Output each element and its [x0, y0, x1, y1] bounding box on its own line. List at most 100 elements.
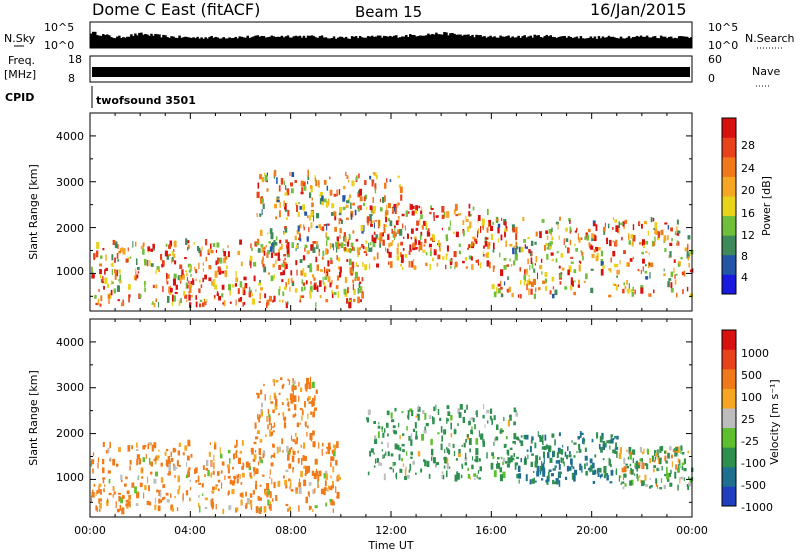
- heatmap-cell: [107, 470, 111, 474]
- nsky-sample: [284, 36, 288, 48]
- heatmap-cell: [534, 480, 537, 483]
- nsky-sample: [577, 38, 581, 48]
- heatmap-cell: [286, 188, 290, 196]
- heatmap-cell: [520, 435, 523, 438]
- nsky-sample: [336, 37, 340, 48]
- heatmap-cell: [363, 196, 366, 202]
- power-panel: Slant Range [km] 4000 3000 2000 1000: [27, 112, 694, 312]
- heatmap-cell: [180, 297, 182, 304]
- heatmap-cell: [684, 247, 688, 252]
- heatmap-cell: [239, 450, 243, 454]
- nsky-sample: [256, 35, 260, 48]
- heatmap-cell: [336, 275, 340, 281]
- heatmap-cell: [304, 400, 306, 408]
- heatmap-cell: [649, 458, 652, 464]
- nsky-sample: [591, 38, 595, 48]
- heatmap-cell: [380, 462, 383, 467]
- heatmap-cell: [416, 220, 419, 226]
- heatmap-cell: [316, 285, 319, 293]
- heatmap-cell: [500, 234, 503, 241]
- heatmap-cell: [670, 282, 673, 289]
- heatmap-cell: [423, 429, 427, 434]
- heatmap-cell: [102, 248, 105, 251]
- heatmap-cell: [261, 198, 264, 203]
- heatmap-cell: [304, 383, 308, 390]
- heatmap-cell: [469, 221, 472, 229]
- heatmap-cell: [366, 207, 368, 210]
- heatmap-cell: [287, 278, 290, 285]
- heatmap-cell: [291, 281, 295, 287]
- heatmap-cell: [294, 441, 298, 445]
- heatmap-cell: [608, 268, 612, 271]
- colorbar-band: [722, 330, 736, 350]
- heatmap-cell: [98, 483, 102, 487]
- heatmap-cell: [242, 289, 246, 296]
- heatmap-cell: [354, 277, 357, 282]
- heatmap-cell: [352, 266, 354, 272]
- heatmap-cell: [190, 294, 193, 298]
- heatmap-cell: [610, 439, 614, 444]
- heatmap-cell: [99, 269, 102, 275]
- heatmap-cell: [291, 385, 294, 392]
- heatmap-cell: [252, 466, 256, 472]
- heatmap-cell: [512, 247, 515, 255]
- heatmap-cell: [515, 241, 518, 248]
- nsky-sample: [685, 36, 689, 48]
- heatmap-cell: [195, 269, 198, 274]
- nsky-sample: [465, 34, 468, 48]
- heatmap-cell: [558, 472, 561, 477]
- heatmap-cell: [253, 261, 257, 267]
- power-ylabel: Slant Range [km]: [27, 164, 40, 260]
- heatmap-cell: [250, 500, 253, 508]
- heatmap-cell: [253, 441, 257, 445]
- heatmap-cell: [312, 247, 316, 253]
- heatmap-cell: [308, 227, 310, 233]
- heatmap-cell: [603, 465, 607, 473]
- heatmap-cell: [422, 220, 426, 227]
- heatmap-cell: [458, 473, 460, 478]
- heatmap-cell: [290, 479, 292, 487]
- heatmap-cell: [242, 287, 244, 295]
- heatmap-cell: [189, 287, 192, 294]
- heatmap-cell: [461, 464, 464, 470]
- heatmap-cell: [639, 446, 643, 453]
- heatmap-cell: [301, 415, 303, 421]
- heatmap-cell: [297, 450, 299, 454]
- heatmap-cell: [299, 205, 302, 210]
- heatmap-cell: [170, 258, 173, 264]
- heatmap-cell: [349, 267, 353, 274]
- nsky-sample: [282, 37, 286, 48]
- nsky-sample: [573, 37, 577, 48]
- colorbar-band: [722, 137, 736, 158]
- heatmap-cell: [573, 442, 577, 445]
- heatmap-cell: [389, 242, 393, 247]
- heatmap-cell: [531, 478, 535, 484]
- heatmap-cell: [588, 242, 591, 247]
- heatmap-cell: [195, 295, 198, 300]
- heatmap-cell: [305, 387, 308, 392]
- nsky-sample: [499, 35, 502, 48]
- heatmap-cell: [296, 436, 299, 442]
- heatmap-cell: [317, 474, 320, 482]
- heatmap-cell: [524, 456, 527, 463]
- nsky-sample: [138, 32, 141, 48]
- heatmap-cell: [474, 411, 477, 415]
- nsky-sample: [639, 35, 643, 48]
- heatmap-cell: [525, 268, 528, 273]
- nsky-sample: [352, 36, 356, 48]
- heatmap-cell: [358, 173, 360, 179]
- heatmap-cell: [533, 293, 537, 299]
- heatmap-cell: [550, 232, 553, 236]
- heatmap-cell: [453, 251, 457, 258]
- nsky-sample: [561, 36, 565, 48]
- heatmap-cell: [294, 235, 297, 241]
- heatmap-cell: [406, 451, 408, 456]
- heatmap-cell: [296, 205, 299, 212]
- nsky-sample: [94, 31, 97, 48]
- nsky-sample: [609, 36, 613, 48]
- heatmap-cell: [136, 266, 140, 271]
- heatmap-cell: [401, 266, 404, 270]
- nsky-sample: [637, 36, 641, 48]
- nsky-sample: [358, 36, 362, 48]
- heatmap-cell: [357, 207, 360, 212]
